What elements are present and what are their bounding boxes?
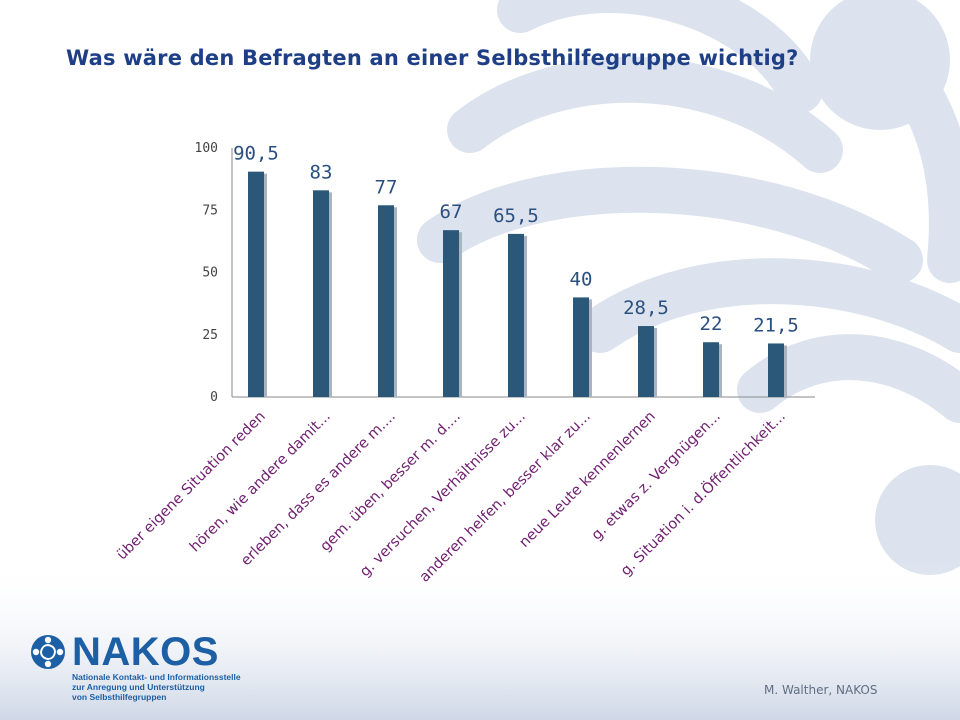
bar (573, 297, 589, 397)
value-label: 67 (440, 201, 463, 223)
category-label: g. etwas z. Vergnügen... (589, 409, 724, 544)
bars (248, 171, 787, 397)
value-labels: 90,5 83 77 67 65,5 40 28,5 22 21,5 (233, 143, 799, 337)
nakos-logo-icon (31, 635, 65, 669)
value-label: 22 (700, 313, 723, 335)
logo-subtitle-line: von Selbsthilfegruppen (72, 692, 167, 702)
category-label: gem. üben, besser m. d.... (318, 409, 464, 555)
bar (638, 326, 654, 397)
value-label: 65,5 (493, 205, 539, 227)
y-axis: 0 25 50 75 100 (195, 141, 815, 405)
value-label: 83 (310, 161, 333, 183)
bar (378, 205, 394, 397)
bar (313, 190, 329, 397)
y-tick-label: 50 (202, 266, 218, 281)
value-label: 90,5 (233, 143, 279, 165)
slide-title: Was wäre den Befragten an einer Selbsthi… (66, 46, 799, 70)
value-label: 28,5 (623, 297, 669, 319)
y-tick-label: 25 (202, 328, 218, 343)
y-tick-label: 0 (210, 390, 218, 405)
y-tick-label: 100 (195, 141, 218, 156)
logo-subtitle-line: Nationale Kontakt- und Informationsstell… (72, 672, 241, 682)
value-label: 77 (375, 176, 398, 198)
value-label: 21,5 (753, 314, 799, 336)
bar (508, 233, 524, 397)
category-label: neue Leute kennenlernen (517, 409, 659, 551)
nakos-logo: NAKOS (72, 630, 219, 674)
value-label: 40 (570, 268, 593, 290)
footer-credit: M. Walther, NAKOS (764, 683, 878, 697)
bar (248, 171, 264, 397)
bar (443, 230, 459, 397)
bar (703, 342, 719, 397)
y-tick-label: 75 (202, 203, 218, 218)
category-label: hören, wie andere damit... (187, 409, 334, 556)
nakos-logo-subtitle: Nationale Kontakt- und Informationsstell… (72, 672, 241, 702)
logo-subtitle-line: zur Anregung und Unterstützung (72, 682, 205, 692)
bar (768, 343, 784, 397)
